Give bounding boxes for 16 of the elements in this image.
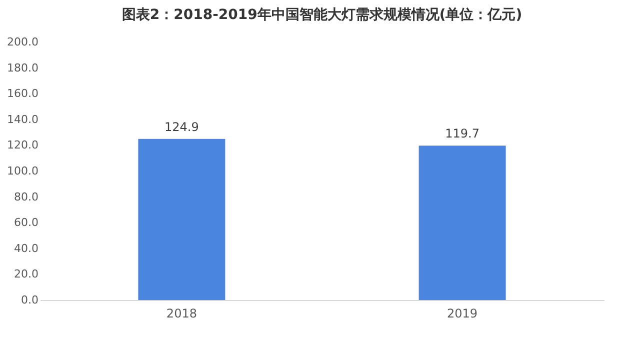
y-tick-label: 80.0 [14,190,38,204]
data-label: 119.7 [445,126,480,141]
y-tick-label: 0.0 [21,294,38,306]
y-tick-label: 60.0 [14,216,38,230]
x-tick-label: 2019 [447,306,478,320]
y-tick-label: 200.0 [7,36,38,48]
y-tick-label: 180.0 [7,61,38,74]
x-tick-label: 2018 [166,306,197,320]
y-tick-label: 100.0 [7,164,38,178]
y-tick-label: 120.0 [7,138,38,152]
y-tick-label: 40.0 [14,242,38,255]
y-tick-label: 160.0 [7,87,38,100]
data-label: 124.9 [164,120,199,134]
y-tick-label: 140.0 [7,112,38,126]
chart-title: 图表2：2018-2019年中国智能大灯需求规模情况(单位：亿元) [122,7,522,23]
y-tick-label: 20.0 [14,268,38,281]
